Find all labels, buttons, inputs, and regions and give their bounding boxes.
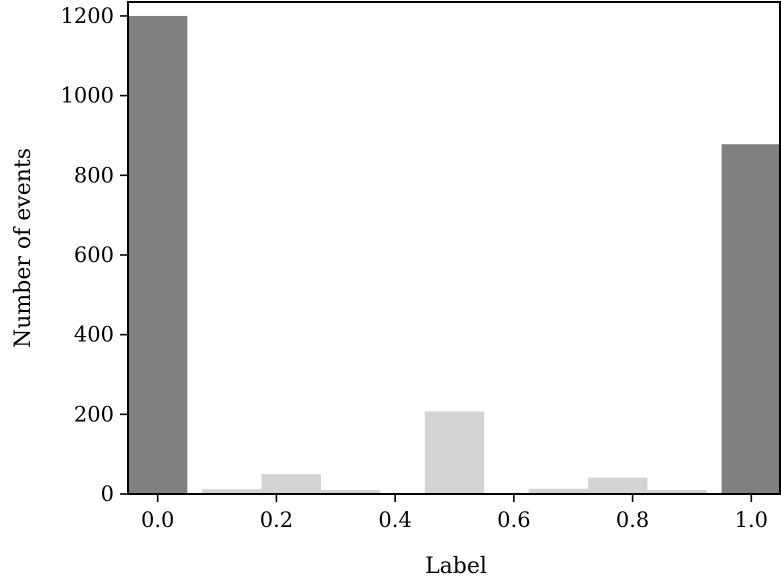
y-tick-label: 800 [74, 163, 114, 187]
y-tick-label: 1000 [61, 84, 114, 108]
x-axis-title: Label [425, 554, 487, 579]
bar-series0-0 [128, 15, 188, 494]
bar-series0-1 [721, 144, 781, 494]
bars-layer [128, 15, 781, 494]
x-tick-label: 0.0 [141, 508, 174, 532]
y-tick-label: 400 [74, 323, 114, 347]
x-tick-label: 0.4 [378, 508, 411, 532]
x-tick-label: 1.0 [735, 508, 768, 532]
x-tick-label: 0.2 [260, 508, 293, 532]
y-tick-label: 1200 [61, 4, 114, 28]
bar-series1-5 [588, 477, 648, 494]
bar-series1-6 [647, 490, 707, 494]
y-tick-label: 600 [74, 243, 114, 267]
y-tick-label: 0 [101, 482, 114, 506]
y-tick-label: 200 [74, 402, 114, 426]
bar-series1-2 [320, 490, 381, 494]
bar-series1-3 [424, 411, 485, 494]
bar-series1-1 [261, 474, 321, 494]
x-tick-label: 0.6 [497, 508, 530, 532]
y-axis-title: Number of events [11, 148, 36, 348]
plot-frame [127, 1, 781, 495]
bar-series1-0 [202, 489, 262, 494]
x-tick-label: 0.8 [616, 508, 649, 532]
axes-layer: 0.0 0.2 0.4 0.6 0.8 1.0 0 200 400 600 800 1000 1200 [61, 1, 781, 532]
bar-series1-4 [528, 488, 589, 494]
